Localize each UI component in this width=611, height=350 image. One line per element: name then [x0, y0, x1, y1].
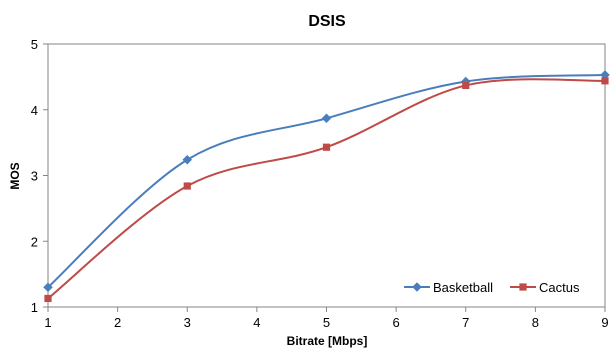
data-point-basketball [43, 282, 53, 293]
y-tick-label: 1 [31, 300, 38, 315]
legend-marker-cactus [519, 283, 527, 291]
data-point-cactus [183, 182, 191, 190]
legend-entry-cactus: Cactus [510, 280, 580, 295]
x-tick-label: 1 [44, 315, 51, 330]
legend-label-cactus: Cactus [539, 280, 580, 295]
series-cactus [44, 77, 609, 303]
legend-entry-basketball: Basketball [404, 280, 493, 295]
x-tick-label: 8 [532, 315, 539, 330]
x-tick-label: 4 [253, 315, 260, 330]
x-axis-ticks: 1 2 3 4 5 6 7 8 9 [44, 307, 609, 330]
data-point-cactus [601, 77, 609, 85]
y-axis-ticks: 1 2 3 4 5 [31, 37, 48, 315]
series-layer [43, 70, 610, 303]
y-tick-label: 5 [31, 37, 38, 52]
y-axis-label: MOS [8, 162, 22, 189]
y-tick-label: 2 [31, 234, 38, 249]
data-point-basketball [321, 113, 332, 124]
x-tick-label: 5 [323, 315, 330, 330]
data-point-cactus [44, 294, 52, 303]
y-tick-label: 3 [31, 169, 38, 184]
x-tick-label: 3 [184, 315, 191, 330]
x-tick-label: 7 [462, 315, 469, 330]
legend: Basketball Cactus [404, 280, 580, 295]
data-point-basketball [182, 154, 193, 165]
y-tick-label: 4 [31, 103, 38, 118]
x-tick-label: 9 [601, 315, 608, 330]
x-axis-label: Bitrate [Mbps] [287, 334, 368, 348]
chart-title: DSIS [308, 13, 346, 30]
data-point-cactus [322, 143, 331, 151]
x-tick-label: 6 [393, 315, 400, 330]
legend-label-basketball: Basketball [433, 280, 493, 295]
x-tick-label: 2 [114, 315, 121, 330]
data-point-cactus [462, 81, 470, 90]
legend-marker-basketball [412, 282, 422, 292]
